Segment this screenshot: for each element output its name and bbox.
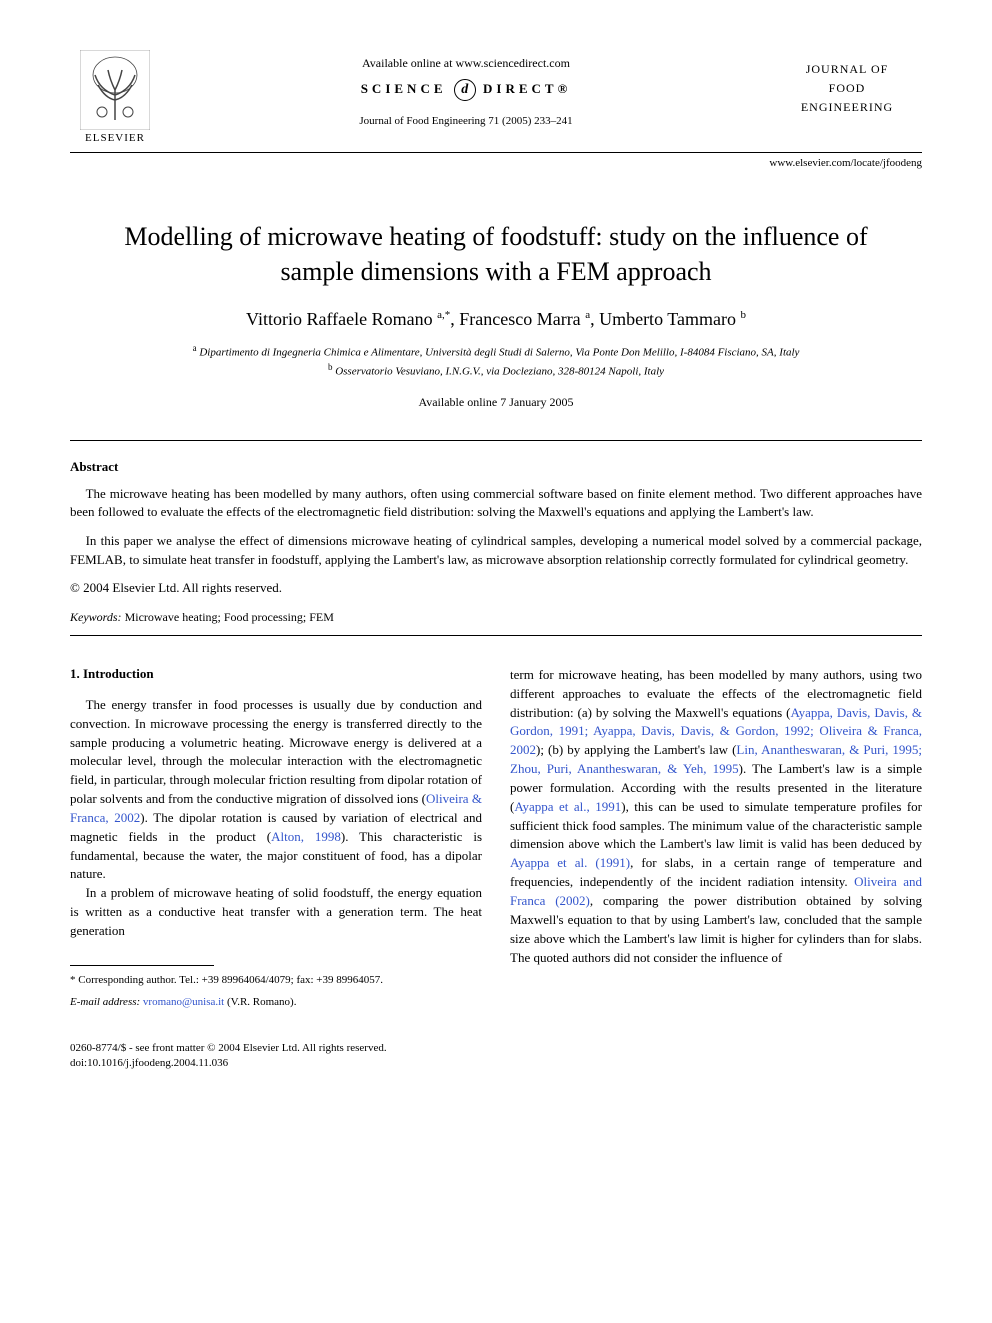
journal-name-block: JOURNAL OF FOOD ENGINEERING [772,50,922,118]
sd-right: DIRECT® [483,81,571,96]
column-left: 1. Introduction The energy transfer in f… [70,666,482,1011]
cite-ayappa-1991a[interactable]: Ayappa et al., 1991 [514,799,621,814]
section-1-heading: 1. Introduction [70,666,482,682]
footer-issn: 0260-8774/$ - see front matter © 2004 El… [70,1041,922,1056]
abstract-p1: The microwave heating has been modelled … [70,485,922,523]
affiliation-b: b Osservatorio Vesuviano, I.N.G.V., via … [70,361,922,380]
email-suffix: (V.R. Romano). [224,996,296,1008]
elsevier-tree-logo [80,50,150,130]
authors-line: Vittorio Raffaele Romano a,*, Francesco … [70,309,922,330]
abstract-copyright: © 2004 Elsevier Ltd. All rights reserved… [70,580,922,596]
affiliation-a: a Dipartimento di Ingegneria Chimica e A… [70,342,922,361]
abstract-p2: In this paper we analyse the effect of d… [70,532,922,570]
divider-bottom [70,635,922,636]
journal-citation: Journal of Food Engineering 71 (2005) 23… [160,115,772,127]
column-right: term for microwave heating, has been mod… [510,666,922,1011]
publisher-name: ELSEVIER [85,132,145,144]
journal-name-2: FOOD [772,79,922,98]
footnote-divider [70,965,214,966]
journal-name-3: ENGINEERING [772,98,922,117]
sciencedirect-logo: SCIENCE d DIRECT® [160,79,772,101]
intro-p2-continued: term for microwave heating, has been mod… [510,666,922,968]
keywords-label: Keywords: [70,610,122,624]
header-center: Available online at www.sciencedirect.co… [160,50,772,127]
sd-left: SCIENCE [361,81,447,96]
affiliations: a Dipartimento di Ingegneria Chimica e A… [70,342,922,380]
keywords-values: Microwave heating; Food processing; FEM [122,610,334,624]
abstract-heading: Abstract [70,459,922,475]
journal-name-1: JOURNAL OF [772,60,922,79]
available-online-text: Available online at www.sciencedirect.co… [160,56,772,71]
footer-meta: 0260-8774/$ - see front matter © 2004 El… [70,1041,922,1072]
keywords-line: Keywords: Microwave heating; Food proces… [70,610,922,625]
journal-url[interactable]: www.elsevier.com/locate/jfoodeng [70,157,922,169]
footer-doi: doi:10.1016/j.jfoodeng.2004.11.036 [70,1056,922,1071]
email-label: E-mail address: [70,996,140,1008]
cite-alton-1998[interactable]: Alton, 1998 [271,829,341,844]
intro-p1: The energy transfer in food processes is… [70,696,482,884]
article-title: Modelling of microwave heating of foodst… [70,219,922,289]
intro-p2: In a problem of microwave heating of sol… [70,884,482,941]
corresponding-author-footnote: * Corresponding author. Tel.: +39 899640… [70,972,482,989]
body-columns: 1. Introduction The energy transfer in f… [70,666,922,1011]
sd-circle-icon: d [454,79,476,101]
divider-top [70,440,922,441]
journal-header: ELSEVIER Available online at www.science… [70,50,922,153]
cite-ayappa-1991b[interactable]: Ayappa et al. (1991) [510,855,630,870]
email-footnote: E-mail address: vromano@unisa.it (V.R. R… [70,994,482,1011]
available-date: Available online 7 January 2005 [70,395,922,410]
author-email[interactable]: vromano@unisa.it [140,996,224,1008]
publisher-block: ELSEVIER [70,50,160,144]
